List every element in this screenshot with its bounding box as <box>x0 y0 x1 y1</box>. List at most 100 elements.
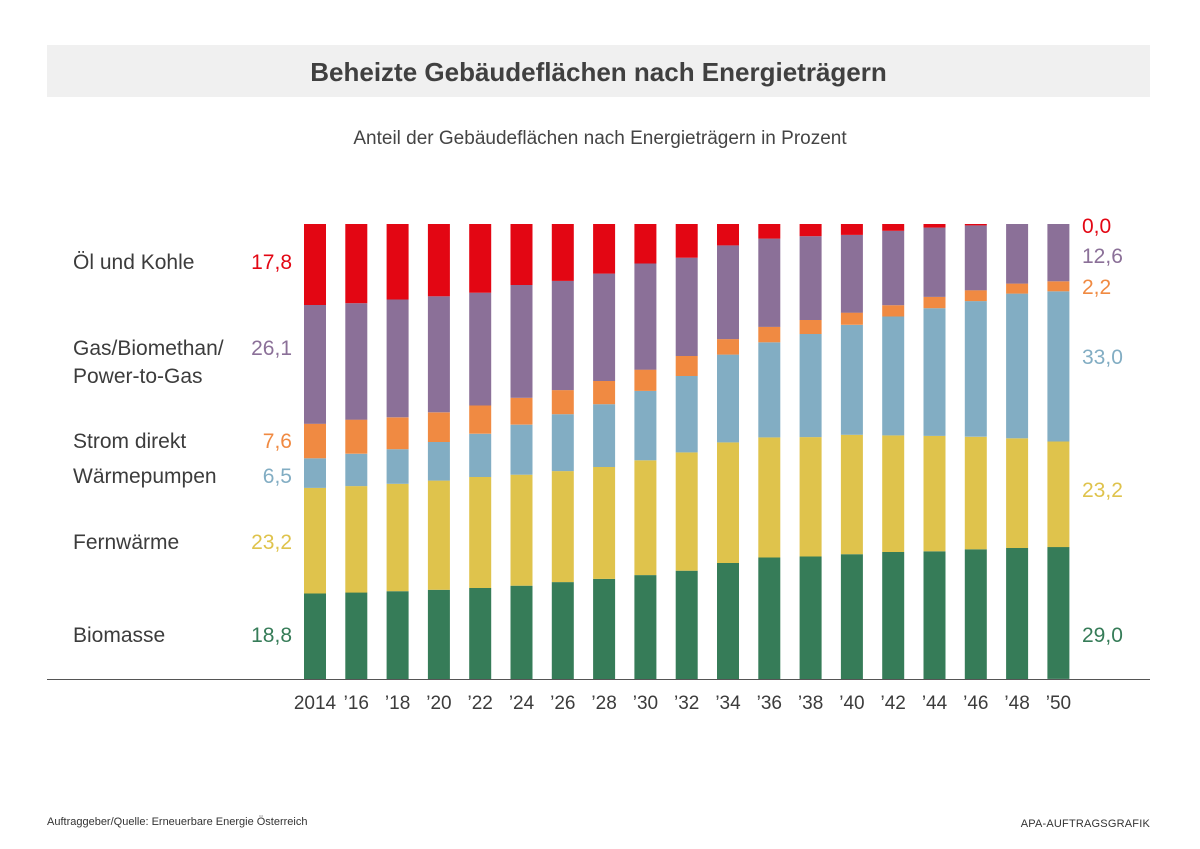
bar-w-rmepumpen-2 <box>386 449 409 484</box>
bar-gas-biomethan-power-to-gas-17 <box>1006 224 1029 284</box>
legend-label-gas-biomethan-power-to-gas-1: Power-to-Gas <box>73 365 203 388</box>
x-tick-label-2: ’18 <box>385 693 410 714</box>
bar-w-rmepumpen-17 <box>1006 293 1029 439</box>
start-value-strom-direkt: 7,6 <box>263 430 292 453</box>
end-value-gas-biomethan-power-to-gas: 12,6 <box>1082 245 1123 268</box>
bar-biomasse-0 <box>304 593 326 679</box>
bar-fernw-rme-13 <box>840 434 863 555</box>
bar-strom-direkt-11 <box>758 326 781 343</box>
bar-gas-biomethan-power-to-gas-3 <box>427 296 450 413</box>
bar-w-rmepumpen-18 <box>1047 291 1070 442</box>
bar-strom-direkt-10 <box>717 339 739 355</box>
bar-biomasse-14 <box>882 552 905 679</box>
bar-biomasse-4 <box>469 588 492 679</box>
bar-fernw-rme-2 <box>386 483 409 592</box>
start-value-biomasse: 18,8 <box>251 624 292 647</box>
start-value-gas-biomethan-power-to-gas: 26,1 <box>251 337 292 360</box>
bar-gas-biomethan-power-to-gas-11 <box>758 238 781 327</box>
x-tick-label-4: ’22 <box>468 693 493 714</box>
bar-w-rmepumpen-1 <box>345 453 368 487</box>
bar-fernw-rme-6 <box>551 471 574 583</box>
bar-gas-biomethan-power-to-gas-8 <box>634 263 657 370</box>
bar-biomasse-15 <box>923 551 946 679</box>
bar-fernw-rme-0 <box>304 487 326 594</box>
bar-strom-direkt-12 <box>799 320 822 334</box>
bar-w-rmepumpen-7 <box>593 404 616 467</box>
x-tick-label-13: ’40 <box>839 693 864 714</box>
bar-fernw-rme-14 <box>882 435 905 552</box>
bar-biomasse-1 <box>345 592 368 679</box>
bar--l-und-kohle-0 <box>304 224 326 305</box>
bar--l-und-kohle-4 <box>469 224 492 293</box>
bar-strom-direkt-9 <box>675 356 698 376</box>
bar--l-und-kohle-14 <box>882 224 905 231</box>
bar--l-und-kohle-2 <box>386 224 409 300</box>
bar-biomasse-13 <box>840 554 863 679</box>
bar--l-und-kohle-12 <box>799 224 822 237</box>
bar-w-rmepumpen-12 <box>799 333 822 438</box>
bar-w-rmepumpen-10 <box>717 354 739 443</box>
bar-biomasse-18 <box>1047 547 1070 679</box>
bar-biomasse-11 <box>758 557 781 679</box>
bar-w-rmepumpen-0 <box>304 458 326 488</box>
x-tick-label-11: ’36 <box>757 693 782 714</box>
bar-fernw-rme-1 <box>345 486 368 593</box>
bar-strom-direkt-0 <box>304 423 326 459</box>
x-tick-label-18: ’50 <box>1046 693 1071 714</box>
bar-strom-direkt-2 <box>386 417 409 450</box>
bar-gas-biomethan-power-to-gas-1 <box>345 303 368 420</box>
bar--l-und-kohle-1 <box>345 224 368 304</box>
x-tick-label-3: ’20 <box>426 693 451 714</box>
bar-biomasse-7 <box>593 578 616 679</box>
bar-w-rmepumpen-4 <box>469 433 492 477</box>
bar-fernw-rme-10 <box>717 442 739 563</box>
bar-fernw-rme-16 <box>964 436 987 550</box>
bar-gas-biomethan-power-to-gas-15 <box>923 227 946 297</box>
bar-fernw-rme-5 <box>510 474 533 586</box>
bar-gas-biomethan-power-to-gas-10 <box>717 245 739 340</box>
start-value--l-und-kohle: 17,8 <box>251 251 292 274</box>
bar--l-und-kohle-3 <box>427 224 450 297</box>
x-tick-label-10: ’34 <box>715 693 741 714</box>
bar--l-und-kohle-15 <box>923 224 946 228</box>
bar-strom-direkt-14 <box>882 305 905 317</box>
bar-fernw-rme-4 <box>469 477 492 588</box>
bar--l-und-kohle-5 <box>510 224 533 285</box>
bar-w-rmepumpen-11 <box>758 342 781 438</box>
bar-biomasse-5 <box>510 585 533 679</box>
bar-fernw-rme-8 <box>634 460 657 576</box>
bar--l-und-kohle-9 <box>675 224 698 258</box>
x-tick-label-12: ’38 <box>798 693 823 714</box>
bar-fernw-rme-12 <box>799 437 822 557</box>
legend-label-w-rmepumpen: Wärmepumpen <box>73 465 217 488</box>
bar-strom-direkt-8 <box>634 369 657 391</box>
bar-biomasse-3 <box>427 589 450 679</box>
bar-w-rmepumpen-15 <box>923 308 946 436</box>
bar-biomasse-8 <box>634 575 657 679</box>
x-tick-label-8: ’30 <box>633 693 658 714</box>
bar-strom-direkt-6 <box>551 390 574 415</box>
bar-fernw-rme-15 <box>923 435 946 552</box>
bar-w-rmepumpen-6 <box>551 414 574 472</box>
x-tick-label-14: ’42 <box>881 693 906 714</box>
credit-note: APA-AUFTRAGSGRAFIK <box>1020 818 1150 830</box>
legend-label-strom-direkt: Strom direkt <box>73 430 186 453</box>
bar-gas-biomethan-power-to-gas-18 <box>1047 224 1070 282</box>
bar-gas-biomethan-power-to-gas-7 <box>593 273 616 381</box>
bar-biomasse-12 <box>799 556 822 679</box>
bar-strom-direkt-18 <box>1047 281 1070 292</box>
x-tick-label-1: ’16 <box>344 693 369 714</box>
bar-biomasse-2 <box>386 591 409 679</box>
bar-biomasse-16 <box>964 549 987 679</box>
bar-gas-biomethan-power-to-gas-13 <box>840 234 863 313</box>
bar--l-und-kohle-7 <box>593 224 616 274</box>
end-value--l-und-kohle: 0,0 <box>1082 215 1111 238</box>
bar-strom-direkt-5 <box>510 397 533 425</box>
bar-biomasse-10 <box>717 563 739 679</box>
bar-biomasse-9 <box>675 570 698 679</box>
bar-biomasse-6 <box>551 582 574 679</box>
end-value-strom-direkt: 2,2 <box>1082 276 1111 299</box>
end-value-w-rmepumpen: 33,0 <box>1082 346 1123 369</box>
bar-biomasse-17 <box>1006 548 1029 679</box>
x-tick-label-7: ’28 <box>591 693 616 714</box>
